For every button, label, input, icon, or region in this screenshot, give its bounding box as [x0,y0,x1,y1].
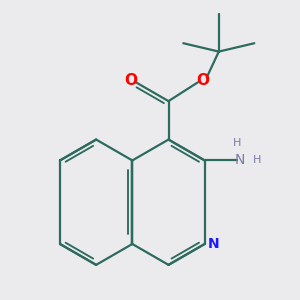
Text: O: O [124,73,137,88]
Text: O: O [196,73,209,88]
Text: H: H [233,138,241,148]
Text: H: H [253,154,261,165]
Text: N: N [235,153,245,166]
Text: N: N [208,237,220,251]
